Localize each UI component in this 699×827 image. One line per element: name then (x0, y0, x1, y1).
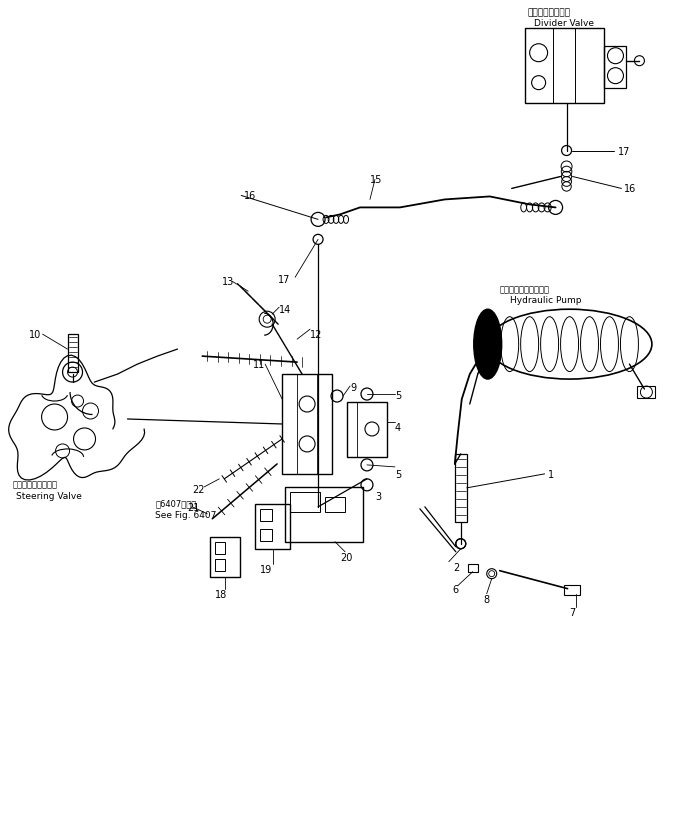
Bar (260, 529, 272, 541)
Ellipse shape (474, 310, 502, 380)
Bar (260, 509, 272, 521)
Bar (68, 335, 78, 373)
Bar (290, 492, 320, 512)
Text: 1: 1 (547, 469, 554, 480)
Bar (563, 585, 579, 595)
Text: 14: 14 (279, 305, 291, 315)
Text: 10: 10 (29, 330, 41, 340)
Bar (605, 46, 626, 88)
Text: See Fig. 6407: See Fig. 6407 (155, 510, 217, 519)
Text: 6: 6 (453, 584, 459, 594)
Text: 18: 18 (215, 589, 227, 599)
Text: 21: 21 (187, 502, 200, 512)
Bar (637, 386, 656, 399)
Text: 4: 4 (395, 423, 401, 433)
Bar (255, 504, 290, 549)
Text: ディバイダバルブ: ディバイダバルブ (528, 9, 570, 18)
Bar (347, 403, 387, 457)
Text: 11: 11 (253, 360, 265, 370)
Bar (455, 454, 467, 522)
Bar (215, 559, 225, 571)
Text: Steering Valve: Steering Valve (15, 491, 82, 500)
Text: 15: 15 (370, 175, 382, 185)
Text: Hydraulic Pump: Hydraulic Pump (510, 296, 581, 305)
Text: 17: 17 (278, 275, 290, 285)
Text: 5: 5 (395, 390, 401, 400)
Text: 13: 13 (222, 277, 234, 287)
Text: 8: 8 (484, 594, 490, 604)
Text: 16: 16 (244, 191, 257, 201)
Text: 22: 22 (192, 485, 205, 495)
Bar (210, 537, 240, 577)
Text: Divider Valve: Divider Valve (533, 19, 593, 28)
Text: 17: 17 (617, 146, 630, 156)
Text: 7: 7 (570, 607, 576, 617)
Bar (325, 497, 345, 512)
Bar (468, 564, 477, 572)
Text: 19: 19 (260, 564, 273, 574)
Text: 9: 9 (350, 383, 356, 393)
Text: 12: 12 (310, 330, 322, 340)
Bar (215, 542, 225, 554)
Text: 2: 2 (453, 562, 459, 572)
Text: 20: 20 (340, 552, 352, 562)
Text: 5: 5 (395, 469, 401, 480)
Text: 3: 3 (375, 491, 381, 501)
Text: 16: 16 (624, 184, 637, 194)
Text: ステアリングバルブ: ステアリングバルブ (13, 480, 58, 488)
Bar (525, 29, 605, 103)
Bar (285, 487, 363, 542)
Text: ハイドロリックポンプ: ハイドロリックポンプ (500, 285, 549, 294)
Bar (282, 375, 332, 475)
Text: 図6407図参照: 図6407図参照 (155, 500, 196, 509)
